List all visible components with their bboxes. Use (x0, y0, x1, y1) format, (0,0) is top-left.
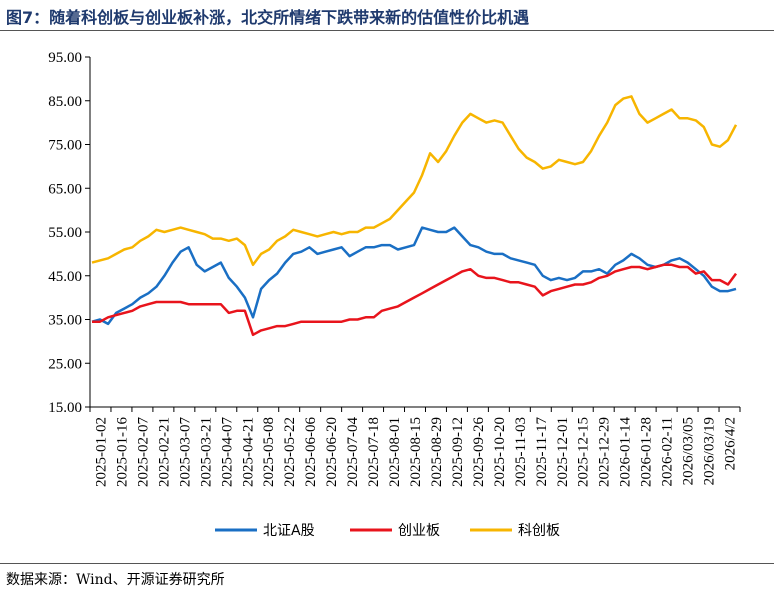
x-tick-label: 2025-06-06 (303, 417, 319, 487)
figure-title: 图7：随着科创板与创业板补涨，北交所情绪下跌带来新的估值性价比机遇 (6, 8, 530, 27)
x-tick-label: 2026/4/2 (723, 417, 739, 470)
x-tick-label: 2026/03/05 (681, 417, 697, 485)
source-note: 数据来源：Wind、开源证券研究所 (6, 572, 225, 588)
y-tick-label: 45.00 (48, 269, 82, 285)
x-tick-label: 2025-05-08 (261, 417, 277, 487)
series-line-2 (91, 95, 738, 267)
x-tick-label: 2025-07-04 (345, 417, 361, 487)
x-tick-label: 2025-04-07 (219, 417, 235, 487)
x-tick-label: 2025-09-12 (450, 417, 466, 487)
x-tick-label: 2025-03-21 (198, 417, 214, 487)
x-tick-label: 2025-11-03 (513, 417, 529, 486)
y-tick-label: 25.00 (48, 356, 82, 372)
x-tick-label: 2025-06-20 (324, 417, 340, 487)
series-lines (91, 95, 738, 337)
legend-label-1: 创业板 (398, 523, 440, 539)
y-tick-label: 65.00 (48, 181, 82, 197)
y-tick-label: 35.00 (48, 313, 82, 329)
x-tick-label: 2025-12-29 (597, 417, 613, 487)
x-tick-label: 2025-11-17 (534, 417, 550, 487)
x-tick-label: 2025-09-26 (471, 417, 487, 487)
y-tick-label: 15.00 (48, 400, 82, 416)
x-tick-label: 2025-08-29 (429, 417, 445, 487)
y-tick-label: 95.00 (48, 50, 82, 66)
x-tick-label: 2026/03/19 (702, 417, 718, 485)
top-rule (0, 30, 774, 31)
x-tick-label: 2025-07-18 (366, 417, 382, 487)
x-tick-label: 2025-01-16 (114, 417, 130, 487)
x-tick-label: 2025-02-21 (156, 417, 172, 487)
legend: 北证A股 创业板 科创板 (215, 523, 560, 539)
series-line-0 (91, 226, 737, 326)
y-tick-label: 85.00 (48, 94, 82, 110)
x-tick-label: 2025-05-22 (282, 417, 298, 487)
x-tick-label: 2025-08-01 (387, 417, 403, 487)
x-tick-label: 2025-02-07 (135, 417, 151, 487)
bottom-rule (0, 563, 774, 564)
x-tick-label: 2026-01-28 (639, 417, 655, 487)
y-axis: 15.00 25.00 35.00 45.00 55.00 65.00 75.00 85.00… (48, 50, 91, 416)
x-tick-label: 2025-01-02 (93, 417, 109, 487)
legend-label-2: 科创板 (518, 523, 560, 539)
x-tick-label: 2025-08-15 (408, 417, 424, 487)
y-tick-label: 55.00 (48, 225, 82, 241)
x-tick-label: 2025-04-21 (240, 417, 256, 487)
x-tick-label: 2025-12-15 (576, 417, 592, 487)
legend-label-0: 北证A股 (263, 523, 315, 539)
y-tick-label: 75.00 (48, 138, 82, 154)
x-tick-label: 2026-02-11 (660, 417, 676, 486)
x-tick-label: 2026-01-14 (618, 417, 634, 487)
x-tick-label: 2025-10-20 (492, 417, 508, 487)
series-line-1 (92, 263, 738, 337)
x-tick-label: 2025-03-07 (177, 417, 193, 487)
x-axis: 2025-01-02 2025-01-16 2025-02-07 2025-02-21… (89, 406, 741, 487)
x-tick-label: 2025-12-01 (555, 417, 571, 487)
